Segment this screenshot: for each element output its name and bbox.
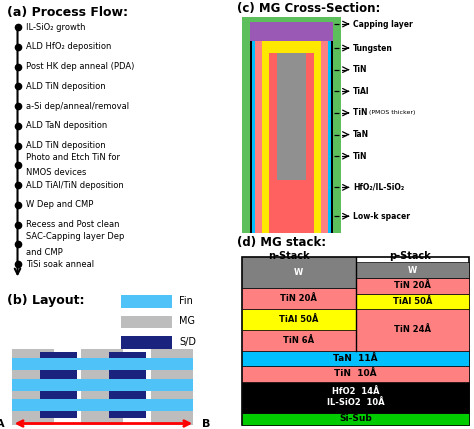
Bar (121, 295, 172, 308)
Text: W: W (408, 266, 417, 275)
Text: a-Si dep/anneal/removal: a-Si dep/anneal/removal (26, 102, 129, 111)
Text: Fin: Fin (179, 296, 193, 305)
Text: Si-Sub: Si-Sub (339, 414, 372, 423)
Bar (356, 278, 469, 293)
Bar (242, 381, 469, 413)
Text: TiN 20Å: TiN 20Å (394, 281, 431, 290)
Bar (109, 352, 146, 418)
Bar (242, 288, 356, 309)
Bar (250, 21, 333, 233)
Text: HfO₂/IL-SiO₂: HfO₂/IL-SiO₂ (353, 183, 404, 192)
Text: TiAl 50Å: TiAl 50Å (279, 315, 319, 324)
Text: (d) MG stack:: (d) MG stack: (237, 236, 326, 249)
Text: (c) MG Cross-Section:: (c) MG Cross-Section: (237, 3, 380, 15)
Text: TaN  11Å: TaN 11Å (333, 354, 378, 363)
Bar (12, 399, 193, 411)
Text: ALD TiN deposition: ALD TiN deposition (26, 82, 105, 91)
Bar (121, 316, 172, 328)
Text: Tungsten: Tungsten (353, 44, 393, 52)
Bar (242, 413, 469, 425)
Text: TiN: TiN (353, 65, 368, 74)
Text: p-Stack: p-Stack (389, 251, 431, 261)
Bar (242, 257, 469, 425)
Text: IL-SiO2  10Å: IL-SiO2 10Å (327, 398, 384, 407)
Bar (39, 352, 77, 418)
Text: MG: MG (179, 316, 195, 326)
Text: and CMP: and CMP (26, 248, 63, 257)
Text: Post HK dep anneal (PDA): Post HK dep anneal (PDA) (26, 62, 134, 71)
Text: W Dep and CMP: W Dep and CMP (26, 200, 93, 209)
Text: TiN 6Å: TiN 6Å (283, 335, 314, 344)
Text: TiN 24Å: TiN 24Å (394, 325, 431, 334)
Text: S/D: S/D (179, 337, 196, 347)
Text: HfO2  14Å: HfO2 14Å (332, 387, 379, 396)
Bar (252, 27, 331, 233)
Text: ALD HfO₂ deposition: ALD HfO₂ deposition (26, 42, 111, 51)
Bar (12, 349, 54, 425)
Bar (262, 37, 321, 233)
Text: TiSi soak anneal: TiSi soak anneal (26, 260, 94, 269)
Bar (82, 349, 123, 425)
Bar (356, 263, 469, 278)
Text: B: B (202, 419, 210, 429)
Text: Recess and Post clean: Recess and Post clean (26, 220, 119, 229)
Text: TiN: TiN (353, 152, 368, 160)
Text: (b) Layout:: (b) Layout: (7, 294, 84, 308)
Bar (12, 379, 193, 390)
Bar (242, 330, 356, 350)
Text: TiAl: TiAl (353, 87, 370, 96)
Bar (242, 17, 341, 233)
Text: TiN 20Å: TiN 20Å (280, 294, 317, 303)
Text: A: A (0, 419, 5, 429)
Text: Low-k spacer: Low-k spacer (353, 212, 410, 221)
Bar (242, 257, 356, 288)
Bar (250, 21, 333, 41)
Bar (356, 293, 469, 309)
Text: ALD TiN deposition: ALD TiN deposition (26, 141, 105, 150)
Text: TiAl 50Å: TiAl 50Å (392, 297, 432, 306)
Text: TaN: TaN (353, 130, 369, 139)
Bar (151, 349, 193, 425)
Text: n-Stack: n-Stack (268, 251, 310, 261)
Text: ALD TiAl/TiN deposition: ALD TiAl/TiN deposition (26, 181, 123, 190)
Bar (12, 358, 193, 370)
Bar (269, 53, 314, 233)
Bar (255, 31, 328, 233)
Bar (242, 366, 469, 381)
Text: SAC-Capping layer Dep: SAC-Capping layer Dep (26, 233, 124, 242)
Text: (a) Process Flow:: (a) Process Flow: (7, 6, 128, 19)
Text: (PMOS thicker): (PMOS thicker) (369, 110, 415, 115)
Text: TiN: TiN (353, 109, 370, 118)
Text: TiN  10Å: TiN 10Å (334, 369, 377, 378)
Bar (356, 309, 469, 350)
Text: W: W (294, 269, 303, 277)
Bar (242, 309, 356, 330)
Bar (121, 336, 172, 349)
Text: Photo and Etch TiN for: Photo and Etch TiN for (26, 154, 119, 163)
Bar (242, 350, 469, 366)
Text: NMOS devices: NMOS devices (26, 169, 86, 178)
Text: ALD TaN deposition: ALD TaN deposition (26, 121, 107, 130)
Text: IL-SiO₂ growth: IL-SiO₂ growth (26, 23, 85, 31)
Bar (277, 53, 306, 180)
Text: Capping layer: Capping layer (353, 20, 413, 28)
